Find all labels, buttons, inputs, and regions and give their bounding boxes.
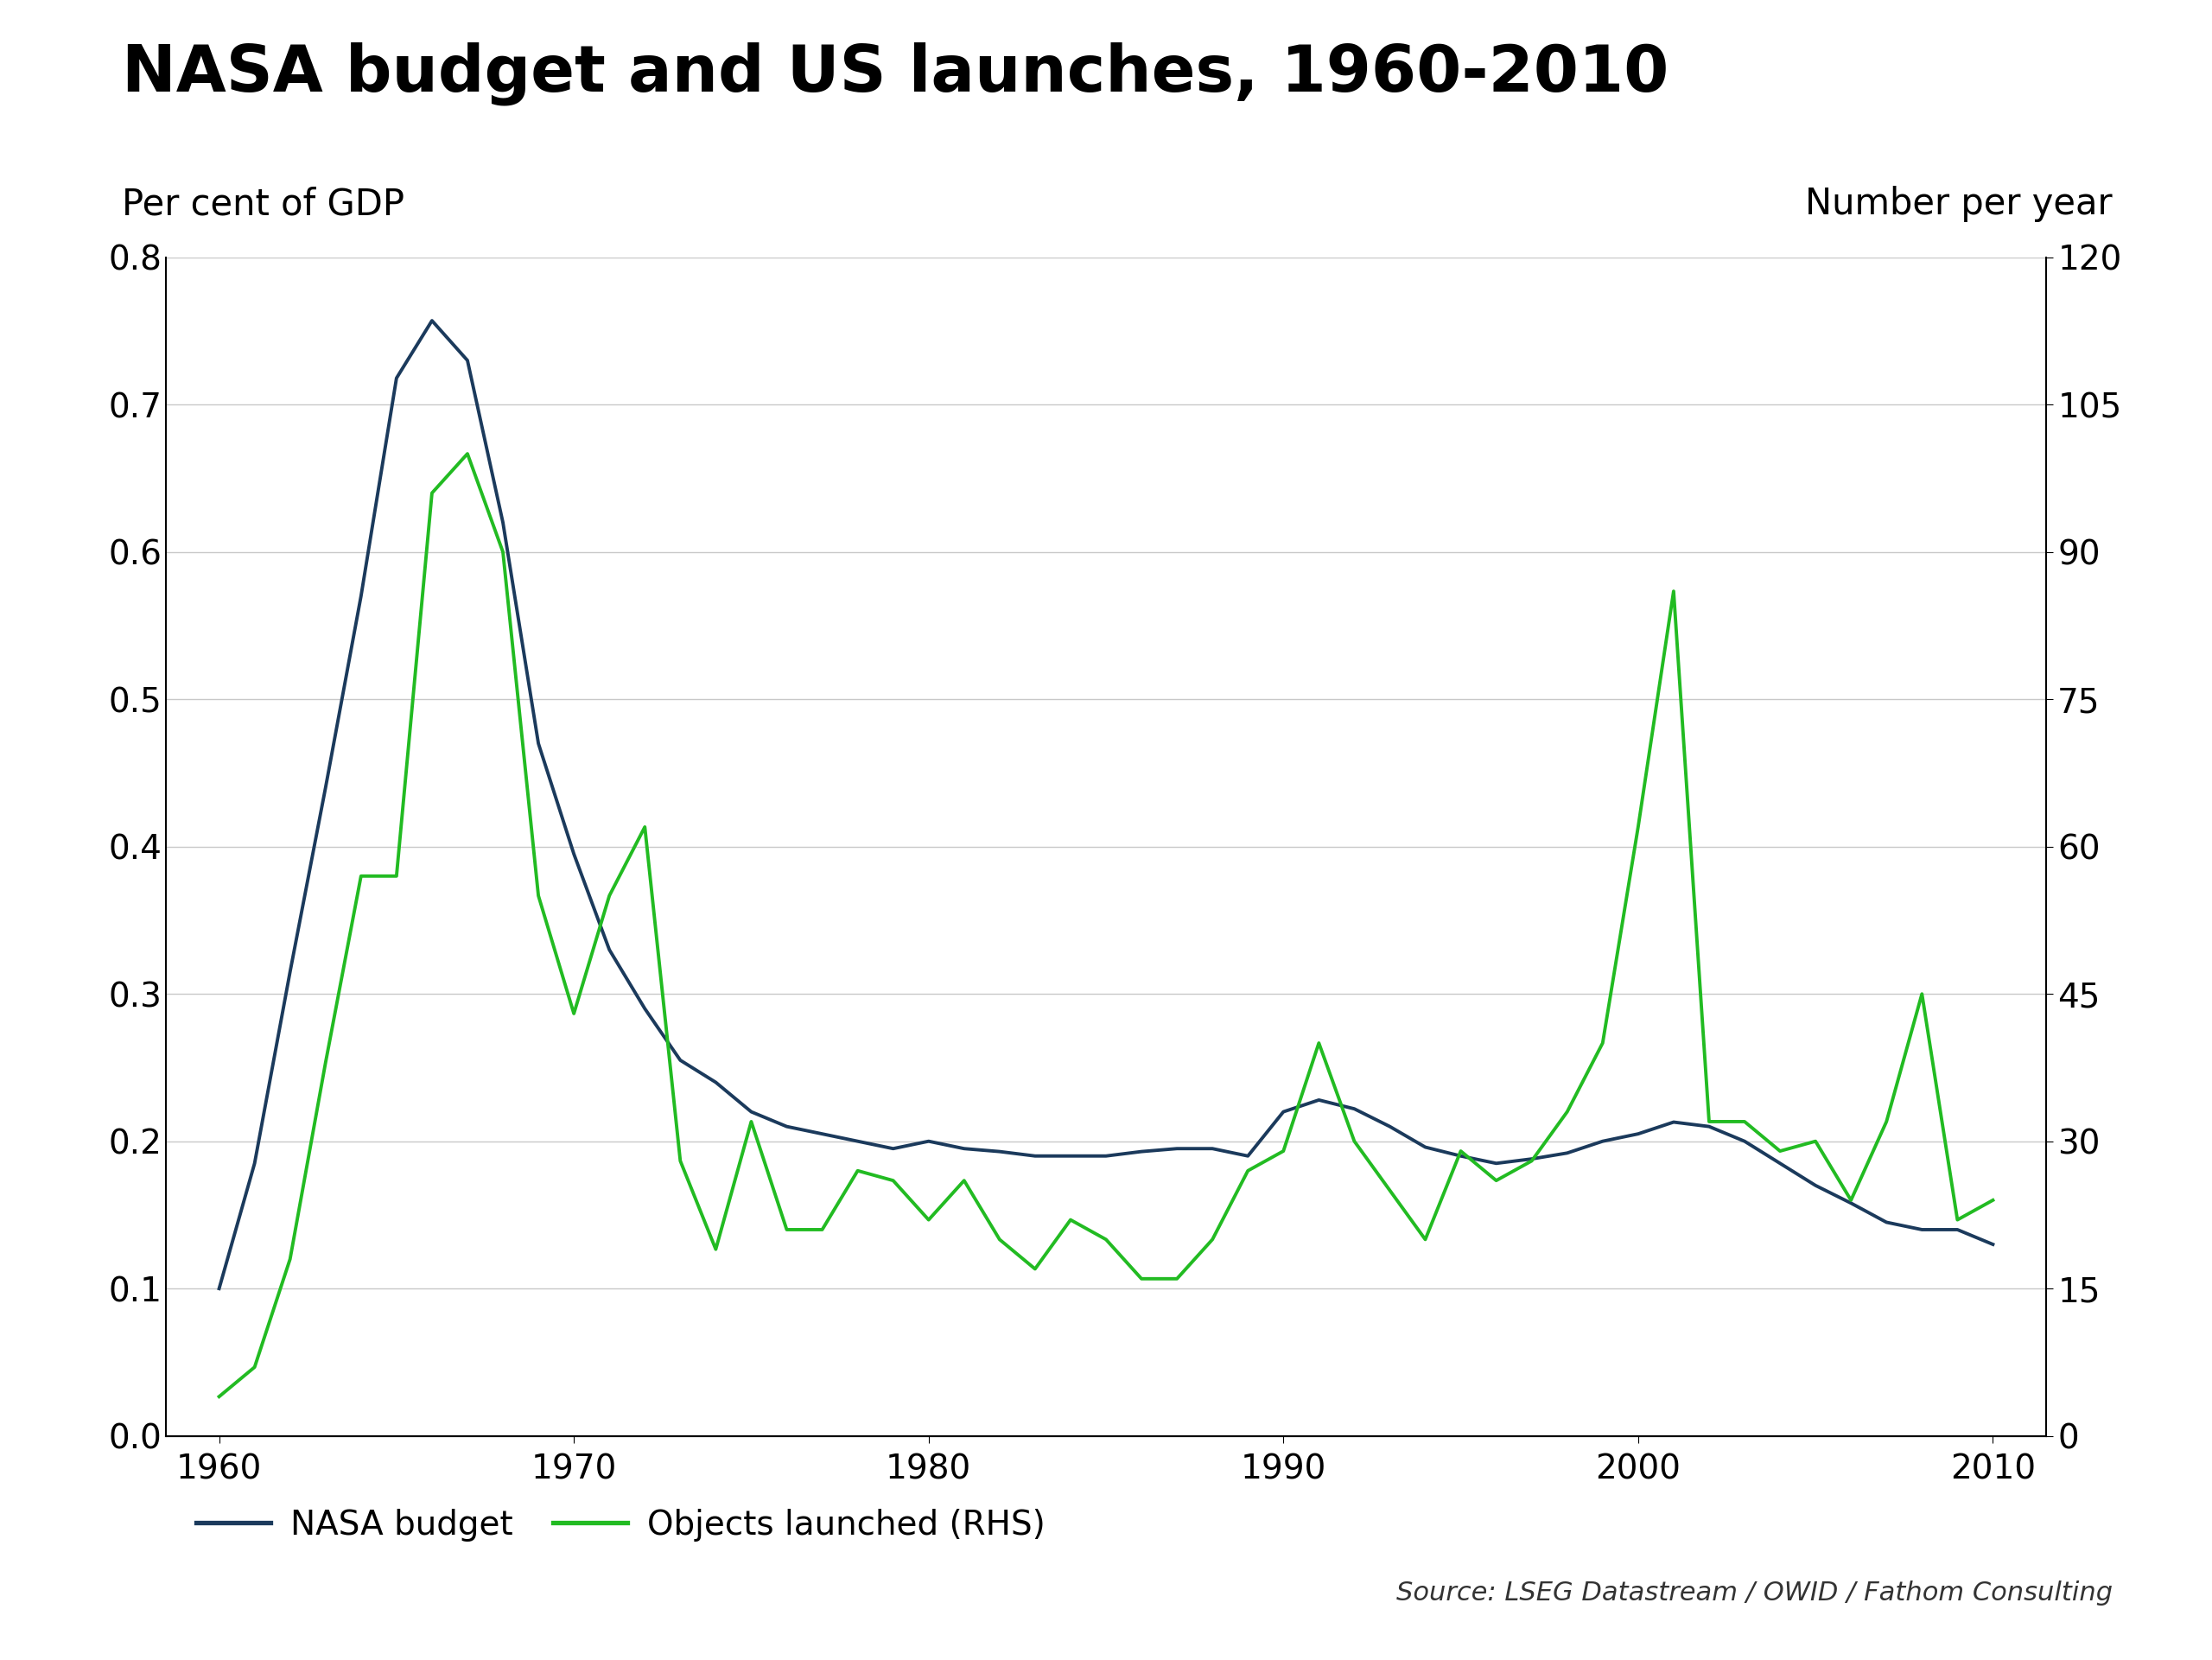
Text: Per cent of GDP: Per cent of GDP xyxy=(122,186,405,222)
Text: Number per year: Number per year xyxy=(1805,186,2112,222)
Text: NASA budget and US launches, 1960-2010: NASA budget and US launches, 1960-2010 xyxy=(122,42,1668,105)
Legend: NASA budget, Objects launched (RHS): NASA budget, Objects launched (RHS) xyxy=(184,1496,1060,1555)
Text: Source: LSEG Datastream / OWID / Fathom Consulting: Source: LSEG Datastream / OWID / Fathom … xyxy=(1396,1580,2112,1605)
